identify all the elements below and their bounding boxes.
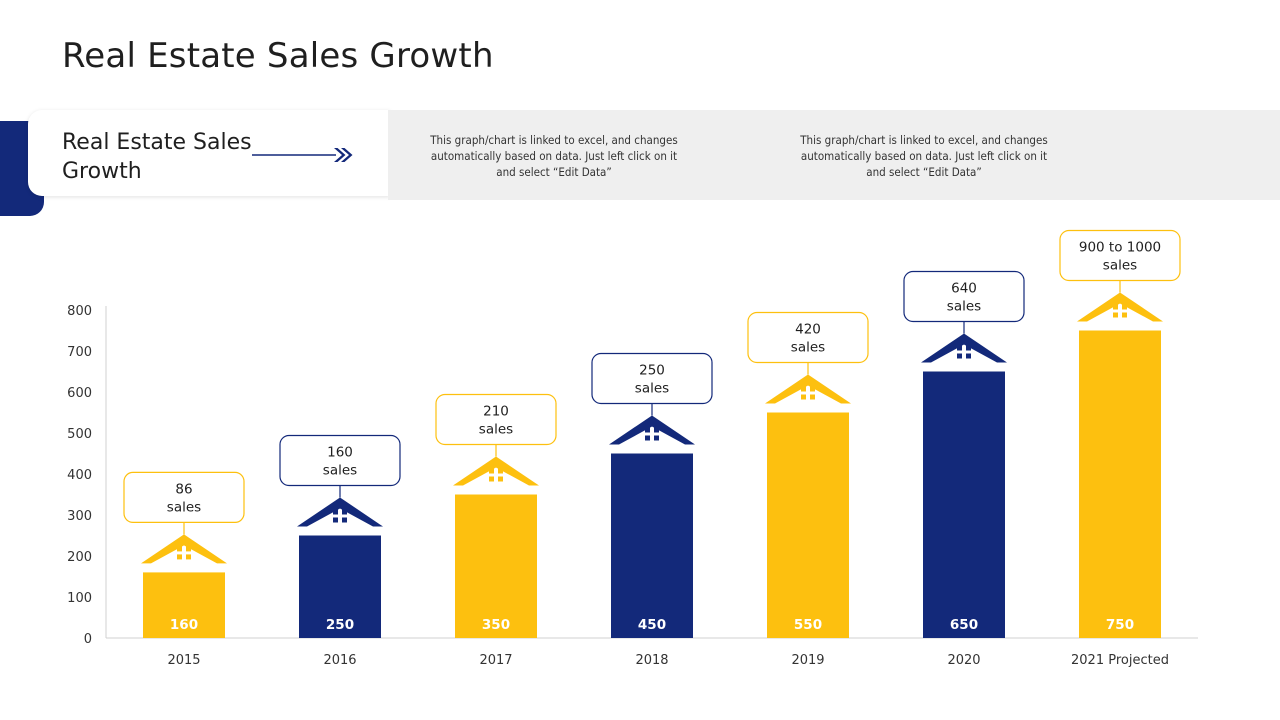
house-window (810, 386, 815, 392)
bar (923, 371, 1005, 638)
house-window (177, 554, 182, 560)
house-roof-icon (297, 497, 383, 527)
house-roof-icon (141, 534, 227, 564)
x-tick-label: 2019 (791, 653, 824, 668)
house-window (801, 394, 806, 400)
callout-box (1059, 229, 1181, 282)
callout-value: 86 (175, 481, 192, 497)
house-window (498, 476, 503, 482)
house-window (498, 468, 503, 474)
note-right: This graph/chart is linked to excel, and… (800, 133, 1048, 179)
house-window (1122, 312, 1127, 318)
house-window (333, 517, 338, 523)
callout-value: 420 (795, 322, 821, 338)
x-tick-label: 2017 (479, 653, 512, 668)
bar-value-label: 450 (638, 617, 666, 633)
house-window (957, 345, 962, 351)
bar-value-label: 350 (482, 617, 510, 633)
y-tick-label: 800 (67, 304, 92, 319)
notes-band (388, 110, 1280, 200)
header-card-title: Real Estate Sales Growth (62, 130, 252, 184)
bar-value-label: 250 (326, 617, 354, 633)
y-tick-label: 300 (67, 509, 92, 524)
callout-box (279, 434, 401, 487)
bar (611, 453, 693, 638)
bar-value-label: 550 (794, 617, 822, 633)
y-tick-label: 500 (67, 427, 92, 442)
callout-value: 210 (483, 404, 509, 420)
bar (1079, 330, 1161, 638)
house-window (810, 394, 815, 400)
y-tick-label: 0 (84, 632, 92, 647)
house-roof-icon (609, 415, 695, 445)
callout-unit: sales (323, 463, 357, 479)
house-roof-icon (921, 333, 1007, 363)
house-window (957, 353, 962, 359)
house-window (342, 517, 347, 523)
house-window (654, 435, 659, 441)
callout-unit: sales (1103, 258, 1137, 274)
house-window (966, 345, 971, 351)
house-roof-icon (1077, 292, 1163, 322)
bar (767, 412, 849, 638)
x-tick-label: 2018 (635, 653, 668, 668)
bar-value-label: 160 (170, 617, 198, 633)
y-tick-label: 400 (67, 468, 92, 483)
callout-value: 640 (951, 281, 977, 297)
bar (299, 535, 381, 638)
house-roof-icon (765, 374, 851, 404)
callout-value: 250 (639, 363, 665, 379)
house-window (186, 554, 191, 560)
house-window (489, 476, 494, 482)
house-window (801, 386, 806, 392)
callout-value: 900 to 1000 (1079, 240, 1161, 256)
callout-value: 160 (327, 445, 353, 461)
callout-box (747, 311, 869, 364)
house-window (1113, 312, 1118, 318)
bar (455, 494, 537, 638)
callout-unit: sales (947, 299, 981, 315)
callout-unit: sales (479, 422, 513, 438)
double-chevron-arrow-icon (252, 148, 353, 162)
house-window (489, 468, 494, 474)
callout-unit: sales (791, 340, 825, 356)
house-window (966, 353, 971, 359)
callout-box (123, 471, 245, 523)
x-tick-label: 2021 Projected (1071, 653, 1169, 668)
house-window (654, 427, 659, 433)
house-window (342, 509, 347, 515)
house-window (186, 546, 191, 552)
page-title: Real Estate Sales Growth (62, 36, 494, 76)
y-tick-label: 700 (67, 345, 92, 360)
x-tick-label: 2020 (947, 653, 980, 668)
x-tick-label: 2016 (323, 653, 356, 668)
bar (143, 572, 225, 638)
header-card (28, 110, 390, 196)
house-roof-icon (453, 456, 539, 486)
house-window (645, 427, 650, 433)
callout-unit: sales (635, 381, 669, 397)
callout-box (435, 393, 557, 446)
y-tick-label: 200 (67, 550, 92, 565)
house-window (1122, 304, 1127, 310)
y-tick-label: 100 (67, 591, 92, 606)
x-tick-label: 2015 (167, 653, 200, 668)
house-window (177, 546, 182, 552)
callout-box (591, 352, 713, 405)
bar-value-label: 750 (1106, 617, 1134, 633)
house-window (333, 509, 338, 515)
y-tick-label: 600 (67, 386, 92, 401)
callout-unit: sales (167, 499, 201, 515)
callout-box (903, 270, 1025, 323)
note-left: This graph/chart is linked to excel, and… (430, 133, 678, 179)
house-window (645, 435, 650, 441)
house-window (1113, 304, 1118, 310)
bar-value-label: 650 (950, 617, 978, 633)
